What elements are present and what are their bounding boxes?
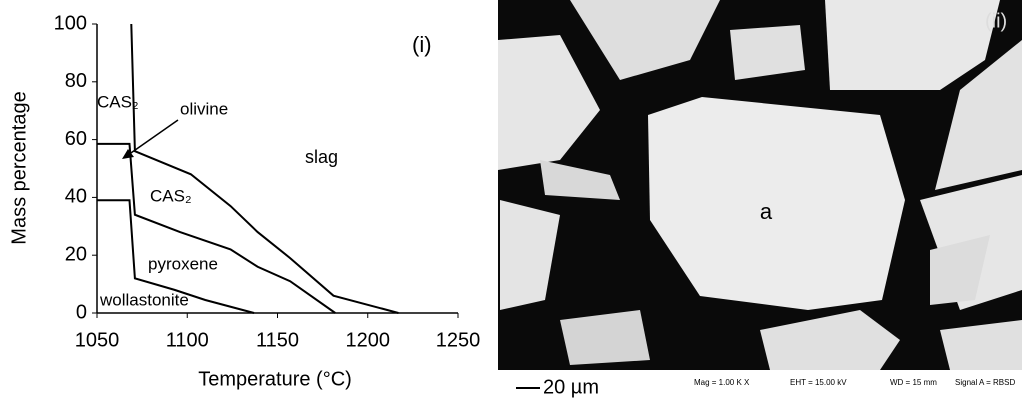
y-tick-label: 40 (65, 186, 87, 208)
grain (560, 310, 650, 365)
grain (940, 320, 1022, 370)
grain (540, 160, 620, 200)
arrowhead (122, 149, 134, 159)
footer-text: WD = 15 mm (890, 378, 937, 387)
grain (570, 0, 720, 80)
annotation: (i) (412, 32, 432, 57)
y-axis-label: Mass percentage (8, 91, 30, 244)
grain (935, 40, 1022, 190)
phase-boundary (130, 23, 399, 314)
grain (760, 310, 900, 370)
footer-text: Mag = 1.00 K X (694, 378, 750, 387)
micrograph: (ii) a 20 µm Mag = 1.00 K X EHT = 15.00 … (498, 0, 1022, 398)
x-axis-label: Temperature (°C) (198, 368, 352, 390)
region-label: a (760, 199, 773, 224)
phase-boundary (97, 199, 255, 314)
crystal (648, 97, 905, 310)
arrow (127, 119, 179, 156)
footer-text: EHT = 15.00 kV (790, 378, 847, 387)
y-tick-label: 0 (76, 301, 87, 323)
annotation: wollastonite (99, 290, 189, 309)
phase-boundary (97, 142, 336, 314)
annotation: CAS₂ (97, 92, 139, 111)
x-tick-label: 1200 (346, 329, 391, 351)
grain (930, 235, 990, 305)
y-tick-label: 100 (54, 12, 87, 34)
y-tick-label: 20 (65, 243, 87, 265)
annotation: olivine (180, 99, 228, 118)
annotation: pyroxene (148, 254, 218, 273)
grain (500, 200, 560, 310)
y-tick-label: 80 (65, 70, 87, 92)
y-tick-label: 60 (65, 128, 87, 150)
footer-text: Signal A = RBSD (955, 378, 1015, 387)
grain (498, 35, 600, 170)
grain (825, 0, 1000, 90)
grain (730, 25, 805, 80)
x-tick-label: 1050 (75, 329, 120, 351)
annotation: slag (305, 147, 338, 167)
x-tick-label: 1150 (256, 329, 299, 351)
scale-bar-label: 20 µm (543, 376, 599, 398)
annotation: CAS₂ (150, 186, 192, 205)
panel-label: (ii) (985, 10, 1007, 32)
x-tick-label: 1250 (436, 329, 481, 351)
x-tick-label: 1100 (166, 329, 209, 351)
